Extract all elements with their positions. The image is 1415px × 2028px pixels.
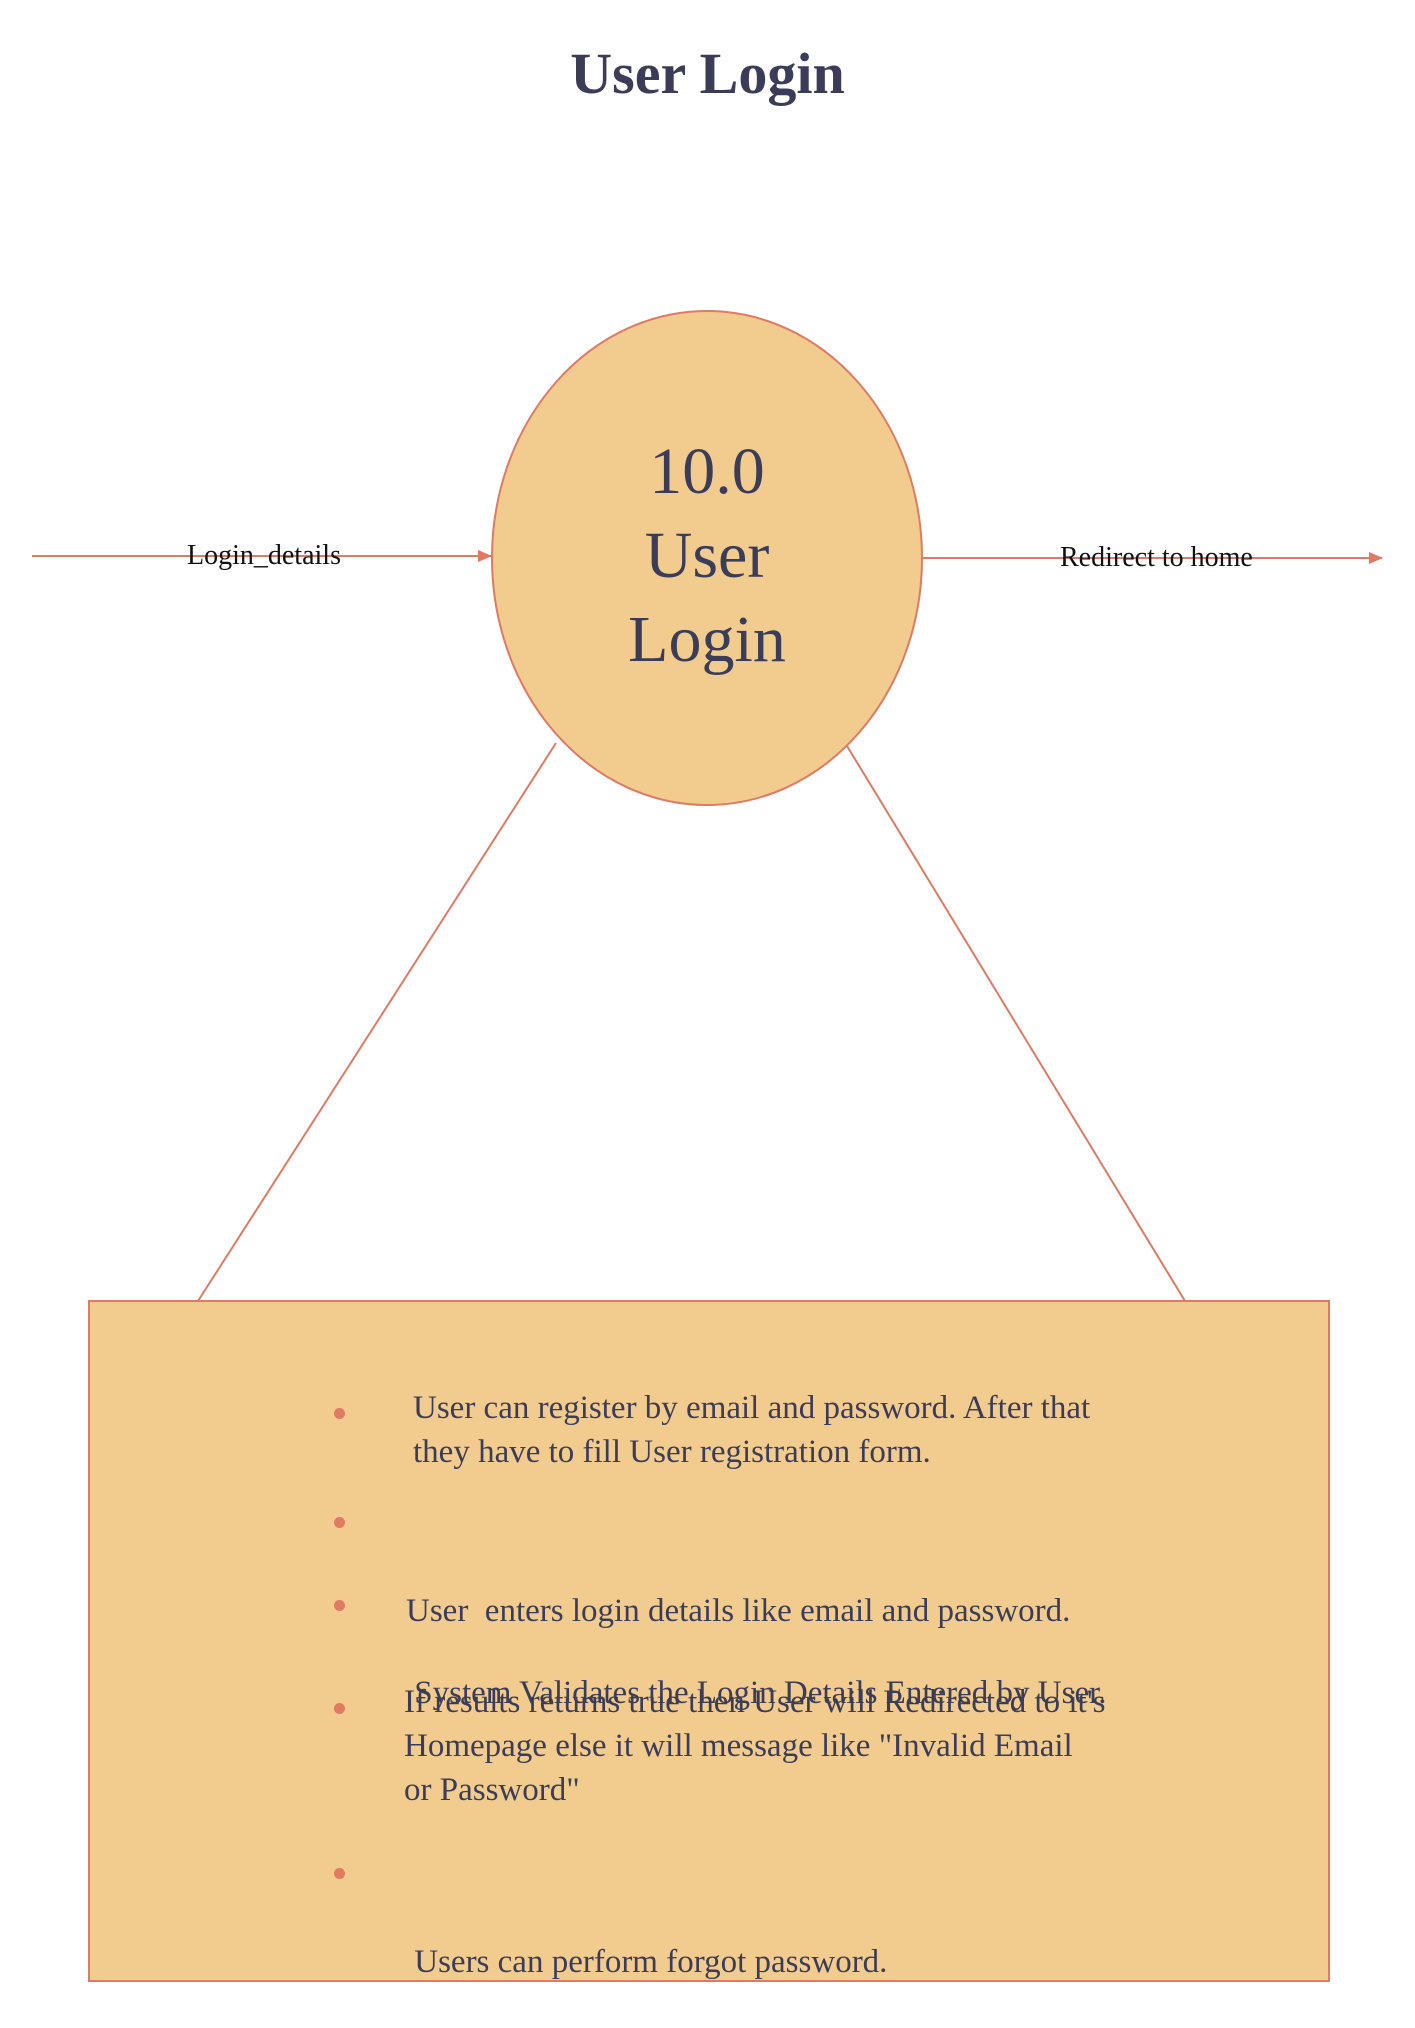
list-item: Users can perform forgot password. — [406, 1852, 887, 2028]
list-item-line: or Password" — [404, 1772, 580, 1808]
list-item-line: User enters login details like email and… — [406, 1593, 1071, 1629]
connector-line-left — [197, 742, 557, 1302]
list-item-line: System Validates the Login Details Enter… — [406, 1675, 1107, 1711]
process-name-line2: Login — [628, 603, 786, 676]
process-number: 10.0 — [649, 435, 765, 508]
output-flow-label: Redirect to home — [1060, 542, 1253, 573]
bullet-dot — [334, 1517, 345, 1528]
list-item: System Validates the Login Details Enter… — [406, 1583, 1107, 1759]
list-item: User enters login details like email and… — [406, 1501, 1070, 1677]
process-name-line1: User — [644, 519, 770, 592]
notes-box — [88, 1300, 1330, 1982]
list-item-line: User can register by email and password.… — [413, 1390, 1091, 1426]
list-item-line: they have to fill User registration form… — [413, 1434, 931, 1470]
process-label: 10.0 User Login — [542, 430, 872, 682]
process-circle — [491, 310, 923, 806]
list-item-line: Homepage else it will message like "Inva… — [404, 1728, 1073, 1764]
bullet-dot — [334, 1703, 345, 1714]
bullet-dot — [334, 1408, 345, 1419]
bullet-dot — [334, 1600, 345, 1611]
list-item-line: Users can perform forgot password. — [406, 1944, 888, 1980]
connector-line-right — [846, 745, 1186, 1302]
list-item: User can register by email and password.… — [413, 1386, 1090, 1474]
page-title: User Login — [570, 41, 845, 106]
input-flow-label: Login_details — [187, 540, 341, 571]
list-item-line: If results returns true then User will R… — [404, 1684, 1106, 1720]
bullet-dot — [334, 1868, 345, 1879]
list-item: If results returns true then User will R… — [404, 1680, 1106, 1812]
